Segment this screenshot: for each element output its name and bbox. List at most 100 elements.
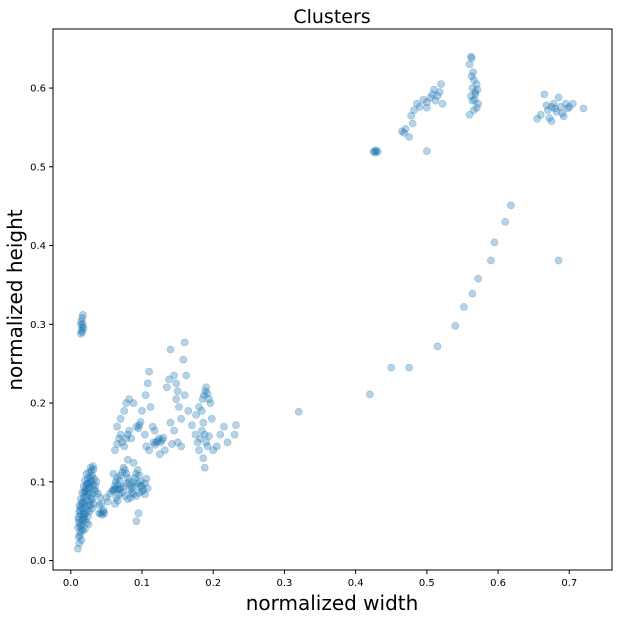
data-point [76,506,84,515]
data-point [155,434,163,443]
data-point [116,484,125,492]
data-point [132,422,141,431]
data-point [86,477,95,486]
data-point [77,525,86,533]
data-point [158,436,166,444]
data-point [203,442,212,451]
data-point [78,328,87,337]
data-point [89,489,97,498]
data-point [99,506,108,515]
data-point [111,481,119,490]
data-point [125,477,134,486]
data-point [80,513,89,522]
data-point [138,481,146,490]
data-point [79,310,87,319]
data-point [419,96,428,104]
data-point [142,442,151,451]
data-point [139,485,148,494]
data-point [184,406,193,415]
data-point [86,463,95,472]
data-point [182,371,191,380]
data-point [85,507,94,516]
data-point [410,106,418,114]
data-point [474,99,482,108]
data-point [162,383,171,392]
x-tick-label: 0.3 [276,578,292,589]
data-point [82,496,91,505]
data-point [77,536,86,544]
x-tick-label: 0.5 [419,578,435,589]
data-point [134,424,143,433]
data-point [82,469,91,478]
data-point [88,495,97,503]
data-point [86,501,95,510]
data-point [75,501,84,510]
data-point [172,395,181,403]
data-point [545,114,554,122]
data-point [467,52,475,61]
data-point [145,367,153,376]
data-point [170,371,178,380]
data-point [207,414,216,423]
data-point [143,379,152,388]
data-point [473,85,482,94]
data-point [74,533,83,541]
data-point [536,110,545,119]
data-point [129,490,138,499]
data-point [82,518,91,527]
data-point [370,147,379,155]
data-point [130,482,139,491]
data-point [82,481,91,489]
data-point [554,256,563,265]
data-point [90,485,99,494]
data-point [76,503,85,511]
data-point [132,517,141,526]
data-point [112,493,121,502]
data-point [369,147,378,156]
data-point [80,498,89,507]
data-point [467,54,476,62]
data-point [81,484,90,492]
data-point [87,466,96,475]
data-point [113,485,122,494]
data-point [133,466,142,474]
data-point [79,517,87,526]
data-point [433,342,442,351]
data-point [230,430,239,439]
data-point [565,103,574,111]
data-point [400,128,408,137]
data-point [467,72,476,81]
data-point [579,104,588,113]
data-point [76,528,84,537]
y-tick-label: 0.4 [30,241,46,252]
data-point [130,473,139,482]
data-point [223,438,232,447]
data-point [405,132,413,141]
data-point [118,438,126,447]
data-point [205,395,213,403]
data-point [170,426,178,435]
data-point [81,476,89,485]
x-ticks: 0.0 0.1 0.2 0.3 0.4 0.5 0.6 0.7 [63,570,577,589]
y-tick-label: 0.2 [30,399,46,410]
data-point [371,148,380,157]
data-point [195,403,203,411]
data-point [568,99,577,108]
data-point [140,490,149,499]
data-point [120,442,129,451]
plot-frame [52,28,613,571]
data-point [219,422,228,431]
y-tick-label: 0.6 [30,84,46,95]
data-point [474,274,482,283]
data-point [294,407,303,416]
data-point [551,104,559,113]
data-point [438,99,447,108]
data-point [547,117,556,125]
data-point [469,76,478,85]
data-point [216,430,225,439]
data-point [74,544,82,553]
data-point [78,498,87,507]
data-point [77,317,86,326]
data-point [132,469,141,478]
data-point [74,523,82,532]
